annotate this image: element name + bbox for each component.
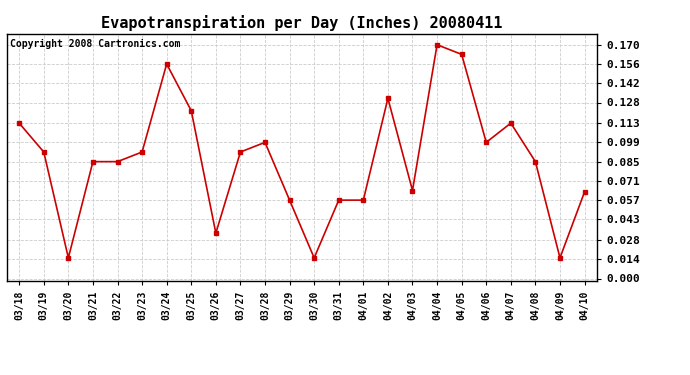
Title: Evapotranspiration per Day (Inches) 20080411: Evapotranspiration per Day (Inches) 2008… <box>101 15 502 31</box>
Text: Copyright 2008 Cartronics.com: Copyright 2008 Cartronics.com <box>10 39 180 49</box>
